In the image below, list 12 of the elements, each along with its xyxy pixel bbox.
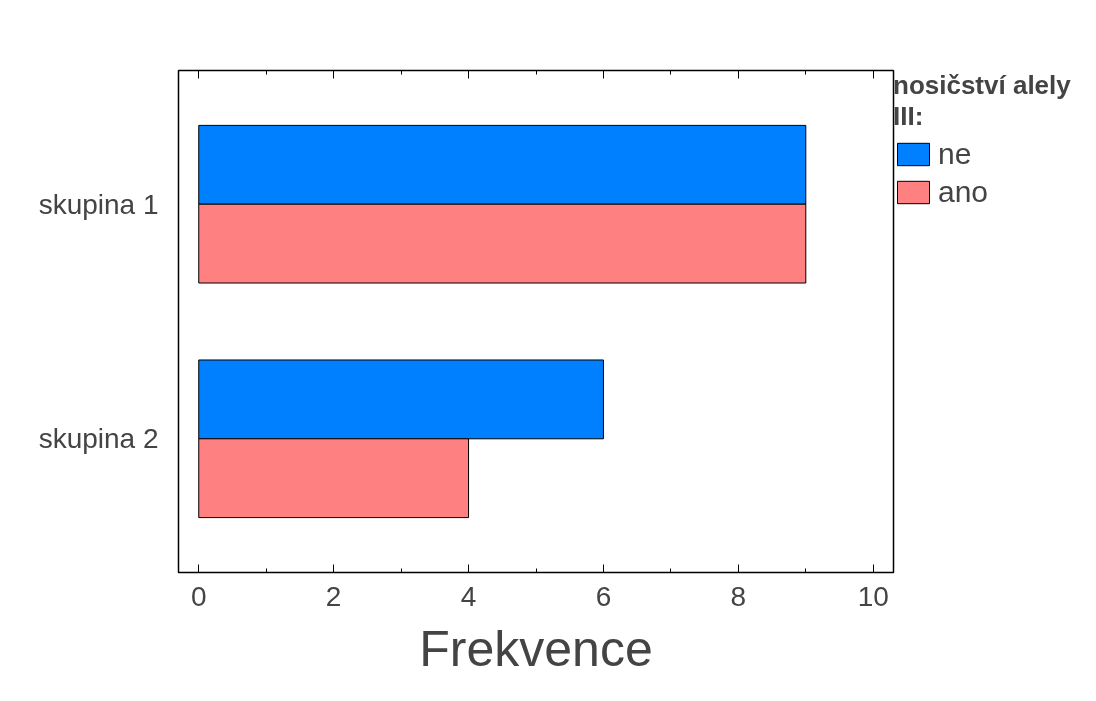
- x-tick-label: 8: [730, 580, 747, 612]
- x-tick-label: 4: [460, 580, 477, 612]
- x-tick-label: 6: [595, 580, 612, 612]
- legend-title: nosičství alely III:: [893, 70, 1071, 132]
- y-tick-label: skupina 2: [38, 423, 159, 455]
- x-axis-title: Frekvence: [419, 620, 653, 677]
- x-tick-label: 2: [325, 580, 342, 612]
- y-tick-label: skupina 1: [38, 188, 159, 220]
- x-tick-label: 10: [857, 580, 889, 612]
- legend-label: ano: [938, 175, 989, 209]
- legend-label: ne: [938, 137, 972, 171]
- x-tick-label: 0: [190, 580, 207, 612]
